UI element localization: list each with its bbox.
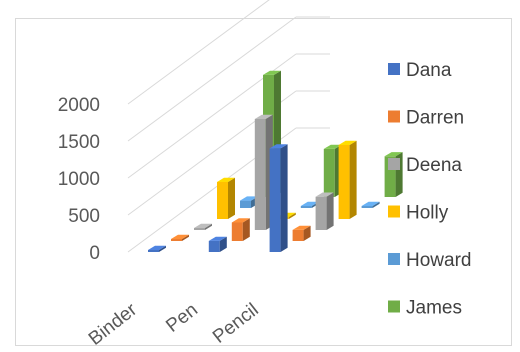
bar-top — [254, 114, 273, 119]
bar-howard-pen — [300, 206, 312, 208]
legend-label-darren: Darren — [406, 108, 464, 129]
bar-top — [263, 70, 281, 75]
bar-side — [326, 192, 334, 230]
gridline — [127, 16, 297, 142]
x-tick-label-pencil: Pencil — [209, 299, 263, 347]
bar-deena-pencil — [315, 196, 327, 230]
bar-top — [361, 201, 380, 206]
y-tick-label: 1000 — [58, 169, 100, 190]
legend-label-james: James — [406, 298, 462, 319]
bar-top — [323, 144, 342, 149]
bar-top — [240, 196, 258, 201]
bar-side — [288, 212, 296, 219]
legend-label-howard: Howard — [406, 250, 471, 271]
bar-top — [269, 144, 288, 149]
bar-james-pen — [323, 148, 335, 197]
bar-darren-pencil — [292, 229, 304, 241]
bar-holly-binder — [217, 182, 228, 219]
bar-top — [231, 218, 250, 223]
bar-top — [148, 245, 166, 250]
bar-side — [349, 140, 357, 219]
x-tick-label-pen: Pen — [162, 299, 202, 336]
bar-side — [372, 201, 380, 208]
y-tick-label: 2000 — [58, 95, 100, 116]
bar-side — [219, 236, 227, 252]
bar-side — [280, 144, 288, 252]
legend-label-holly: Holly — [406, 203, 449, 224]
bar-top — [338, 140, 357, 145]
bar-dana-pen — [208, 240, 220, 252]
bar-howard-pencil — [361, 206, 373, 208]
bar-holly-pencil — [338, 145, 350, 219]
bar-side — [159, 245, 166, 252]
bar-top — [292, 225, 311, 230]
bar-dana-pencil — [269, 148, 281, 252]
legend-swatch-holly — [388, 205, 400, 218]
y-tick-label: 1500 — [58, 132, 100, 153]
legend-label-dana: Dana — [406, 60, 452, 81]
legend-swatch-james — [388, 300, 400, 313]
bar-darren-binder — [171, 239, 182, 241]
bar-howard-binder — [240, 200, 251, 208]
bar-top — [217, 177, 235, 182]
bar-side — [182, 234, 189, 241]
legend-swatch-howard — [388, 253, 400, 265]
bar-darren-pen — [231, 222, 243, 241]
bar-top — [171, 234, 189, 239]
bar-top — [315, 192, 334, 197]
legend-label-deena: Deena — [406, 155, 462, 176]
y-tick-label: 0 — [89, 243, 100, 264]
bar-side — [242, 218, 250, 241]
legend-swatch-deena — [388, 158, 400, 170]
bar-deena-pen — [254, 119, 266, 230]
bar-deena-binder — [194, 228, 205, 230]
bar-top — [300, 201, 319, 206]
gridline — [127, 0, 270, 105]
bar-top — [208, 236, 227, 241]
bar-side — [205, 223, 212, 230]
bar-top — [384, 152, 403, 157]
x-tick-label-binder: Binder — [85, 299, 142, 350]
bar-top — [194, 223, 212, 228]
legend-swatch-dana — [388, 63, 400, 75]
bar-side — [228, 177, 235, 219]
bar-side — [303, 225, 311, 241]
bar-dana-binder — [148, 250, 159, 252]
legend-swatch-darren — [388, 110, 400, 123]
bar-james-pencil — [384, 156, 396, 197]
y-tick-label: 500 — [68, 206, 100, 227]
